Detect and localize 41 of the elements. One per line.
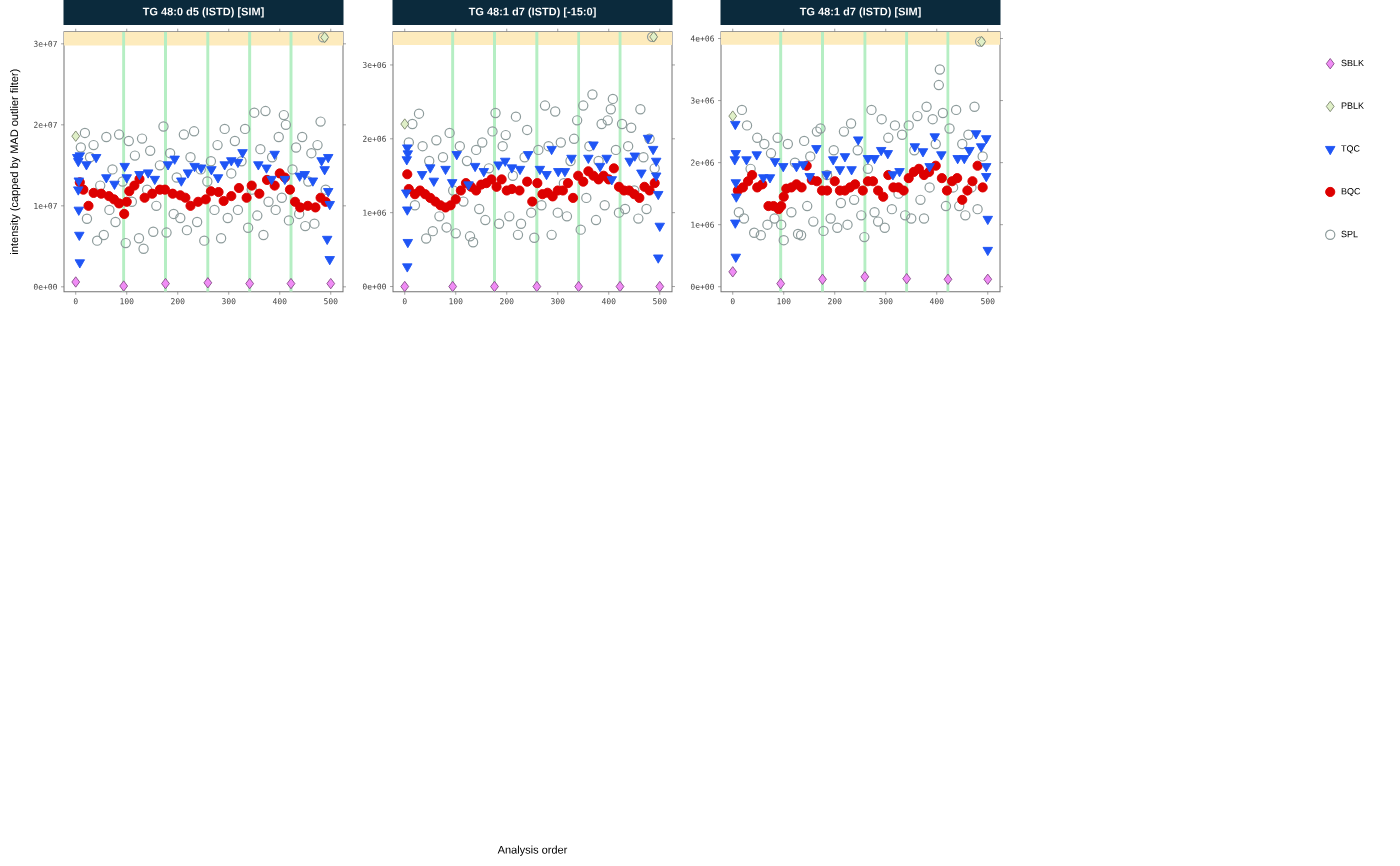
y-tick-label: 3e+07: [33, 40, 57, 48]
y-tick-label: 1e+06: [691, 221, 714, 228]
y-tick-label: 1e+06: [363, 209, 386, 216]
x-tick-label: 200: [500, 298, 514, 305]
x-tick-label: 400: [929, 298, 944, 305]
x-tick-label: 0: [402, 298, 407, 305]
x-axis-title: Analysis order: [497, 845, 568, 856]
legend-label: PBLK: [1341, 102, 1364, 109]
x-tick-label: 200: [828, 298, 842, 305]
x-tick-label: 500: [653, 298, 667, 305]
y-tick-label: 2e+07: [33, 121, 57, 128]
x-tick-label: 100: [449, 298, 463, 305]
x-tick-label: 500: [981, 298, 995, 305]
legend-label: SBLK: [1341, 59, 1364, 67]
chart-title: TG 48:0 d5 (ISTD) [SIM]: [142, 7, 264, 18]
legend-label: TQC: [1341, 145, 1360, 154]
y-tick-label: 3e+06: [690, 97, 714, 104]
x-tick-label: 0: [730, 298, 735, 305]
x-tick-label: 100: [777, 298, 791, 305]
y-tick-label: 2e+06: [362, 135, 386, 142]
y-tick-label: 4e+06: [690, 35, 714, 42]
x-tick-label: 200: [171, 298, 185, 305]
x-tick-label: 400: [272, 298, 287, 305]
legend-label: BQC: [1341, 188, 1361, 197]
chart-title: TG 48:1 d7 (ISTD) [SIM]: [799, 7, 921, 18]
y-tick-label: 3e+06: [362, 62, 386, 69]
x-tick-label: 100: [120, 298, 134, 305]
legend-label: SPL: [1341, 230, 1358, 238]
x-tick-label: 300: [222, 298, 236, 305]
y-tick-label: 0e+00: [33, 283, 57, 290]
x-tick-label: 300: [879, 298, 893, 305]
y-tick-label: 0e+00: [362, 283, 386, 290]
x-tick-label: 0: [73, 298, 78, 305]
y-tick-label: 2e+06: [690, 159, 714, 166]
y-tick-label: 0e+00: [690, 283, 714, 290]
chart-title: TG 48:1 d7 (ISTD) [-15:0]: [468, 7, 596, 18]
x-tick-label: 400: [601, 298, 616, 305]
y-tick-label: 1e+07: [34, 202, 57, 209]
x-tick-label: 500: [324, 298, 338, 305]
y-axis-title: intensity (capped by MAD outlier filter): [10, 69, 21, 255]
x-tick-label: 300: [551, 298, 565, 305]
